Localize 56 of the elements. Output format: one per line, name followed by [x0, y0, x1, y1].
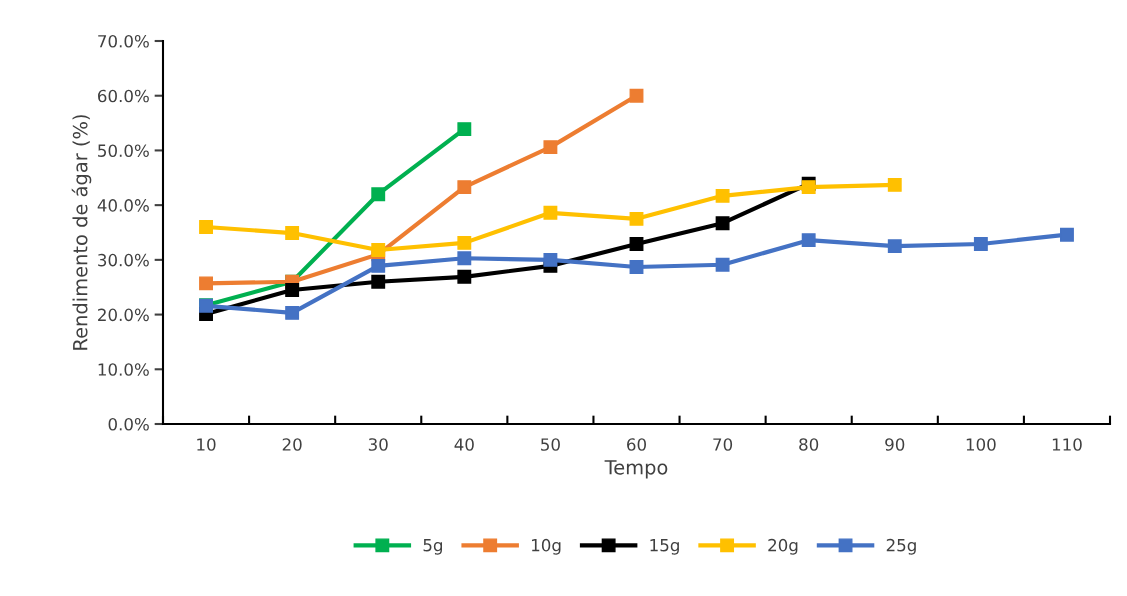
point — [543, 252, 558, 267]
point — [199, 276, 213, 291]
legend-label: 20g — [768, 538, 798, 555]
point — [371, 258, 386, 273]
point — [457, 235, 472, 250]
point — [715, 257, 730, 272]
point — [543, 140, 558, 155]
point — [285, 226, 300, 240]
point — [629, 88, 644, 103]
x-tick-label: 70 — [713, 438, 733, 451]
point — [543, 205, 558, 220]
point — [801, 180, 816, 195]
x-tick-label: 80 — [799, 438, 819, 451]
y-tick-label: 30.0% — [98, 253, 149, 267]
point — [199, 220, 213, 234]
legend-label: 5g — [423, 539, 442, 555]
point — [801, 233, 816, 248]
point — [371, 243, 386, 257]
x-tick-label: 50 — [541, 438, 560, 451]
point — [1060, 227, 1074, 242]
y-tick-label: 70.0% — [98, 34, 149, 48]
x-tick-label: 40 — [454, 438, 474, 451]
point — [457, 251, 472, 266]
point — [457, 269, 472, 284]
legend-label: 10g — [532, 538, 561, 555]
x-tick-label: 20 — [282, 438, 302, 451]
x-tick-label: 100 — [966, 438, 996, 451]
point — [629, 260, 644, 274]
x-tick-label: 10 — [197, 438, 216, 451]
point — [457, 180, 472, 195]
y-tick-label: 10.0% — [98, 363, 149, 376]
y-tick-label: 20.0% — [98, 308, 149, 322]
point — [887, 177, 902, 192]
y-axis-title: Rendimento de ágar (%) — [71, 115, 92, 350]
point — [457, 122, 472, 137]
point — [629, 237, 644, 251]
y-tick-label: 50.0% — [98, 144, 149, 157]
legend-label: 25g — [886, 538, 916, 555]
x-tick-label: 110 — [1052, 438, 1082, 451]
point — [715, 216, 730, 231]
x-tick-label: 30 — [368, 438, 388, 451]
point — [371, 274, 386, 289]
point — [371, 187, 386, 202]
point — [715, 188, 730, 203]
x-tick-label: 60 — [627, 438, 646, 451]
legend-label: 15g — [650, 539, 679, 555]
point — [285, 305, 300, 320]
x-axis-title: Tempo — [604, 460, 668, 479]
point — [285, 283, 300, 297]
point — [973, 237, 988, 251]
y-tick-label: 40.0% — [97, 199, 149, 212]
x-tick-label: 90 — [885, 438, 905, 451]
y-tick-label: 60.0% — [98, 89, 149, 103]
point — [629, 211, 644, 226]
point — [887, 239, 902, 254]
y-tick-label: 0.0% — [108, 417, 149, 431]
